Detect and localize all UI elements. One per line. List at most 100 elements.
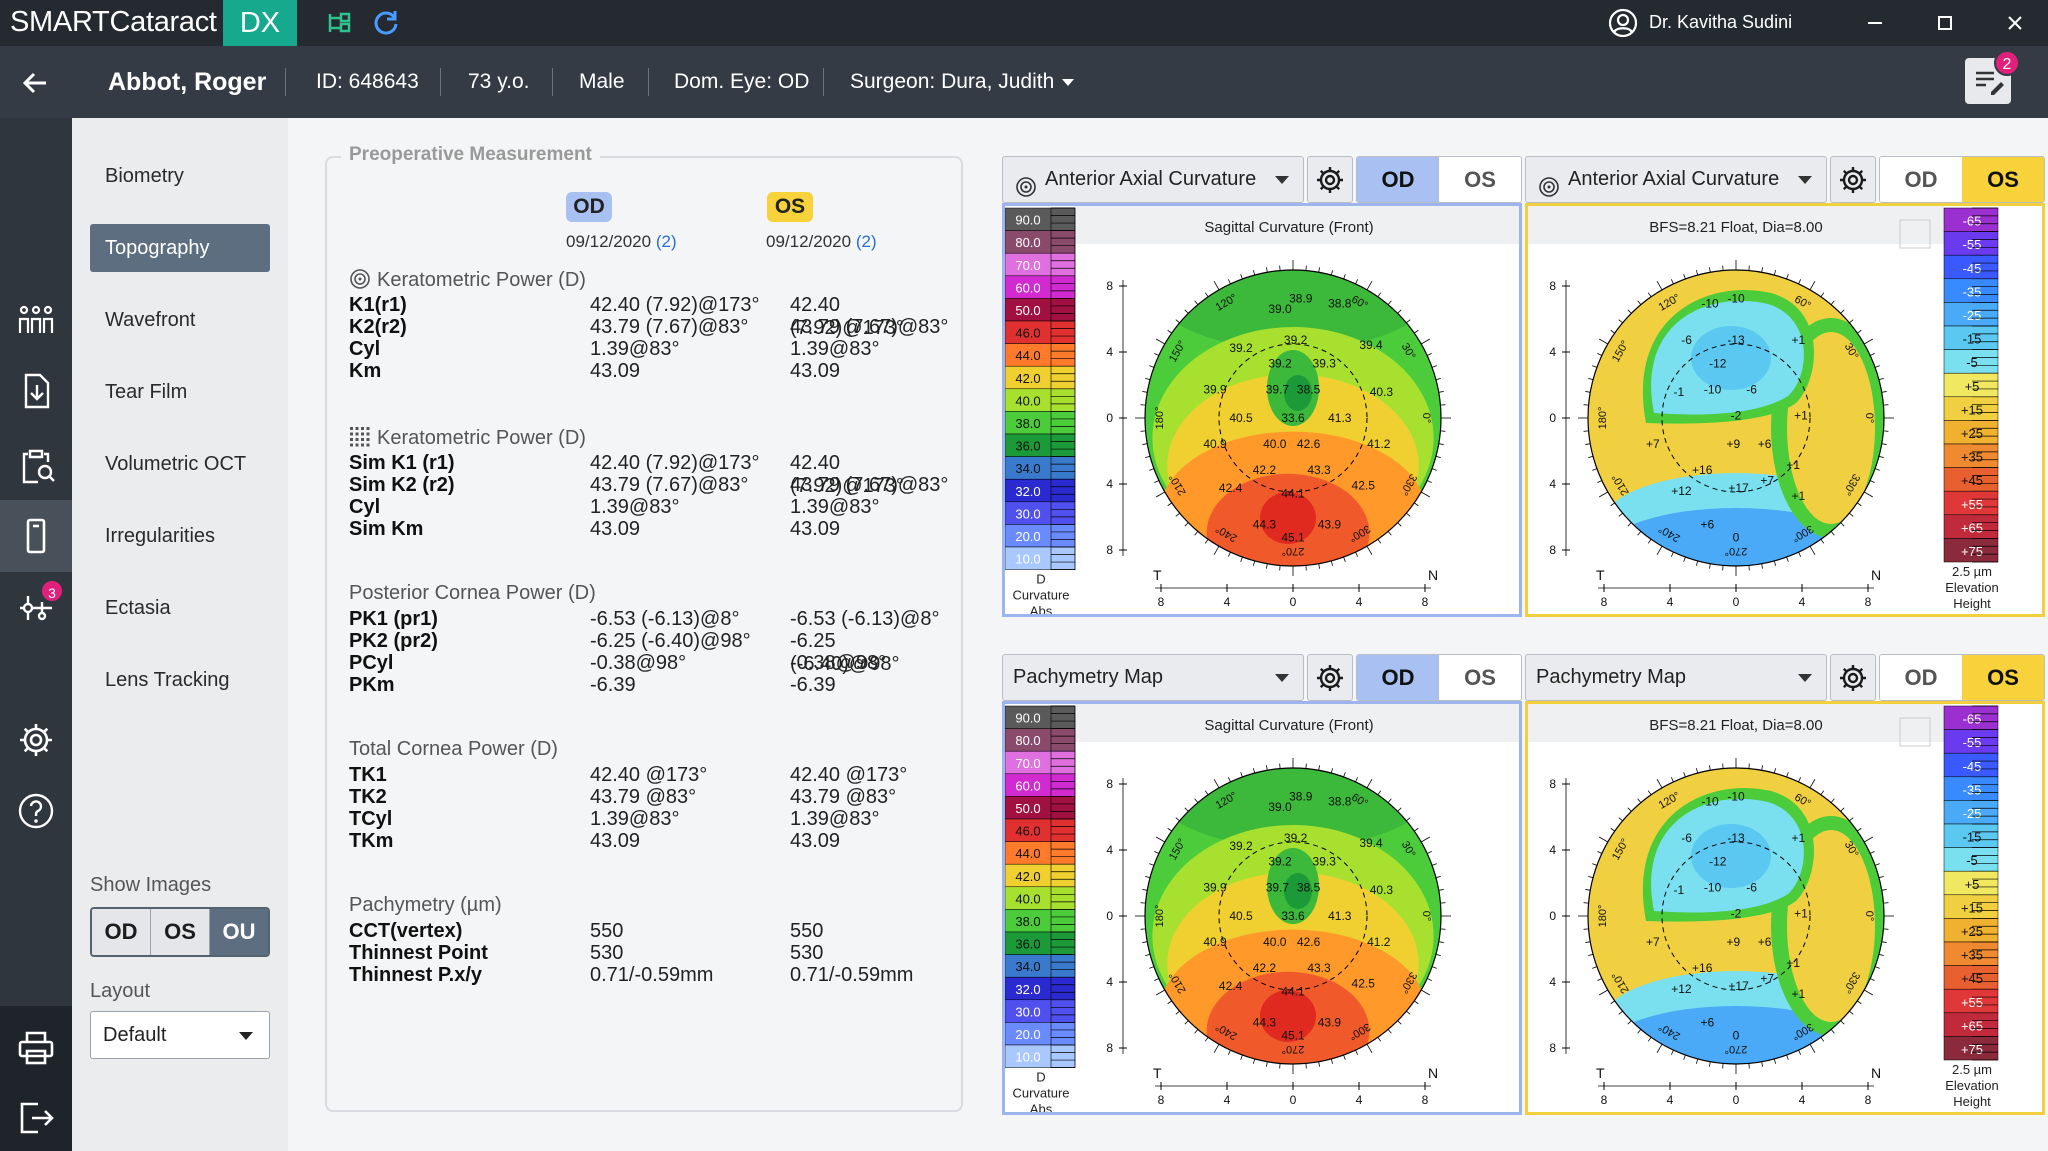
notes-button[interactable]: 2 xyxy=(1965,50,2020,104)
topography-map[interactable]: BFS=8.21 Float, Dia=8.00 -65 -55 -45 -35 -25 -… xyxy=(1525,203,2045,617)
user-avatar-icon[interactable] xyxy=(1608,8,1638,43)
nav-logout[interactable] xyxy=(0,1087,72,1149)
map-type-select[interactable]: Anterior Axial Curvature xyxy=(1525,156,1827,203)
nav-import[interactable] xyxy=(0,360,72,422)
x-tick-label: 4 xyxy=(1356,1093,1363,1107)
x-tick-label: 4 xyxy=(1799,595,1806,609)
menu-item-irregularities[interactable]: Irregularities xyxy=(105,525,216,547)
map-value: -12 xyxy=(1709,854,1727,868)
x-tick-label: 8 xyxy=(1422,1093,1429,1107)
surgeon-label: Surgeon: Dura, Judith xyxy=(850,70,1055,93)
eye-toggle-od[interactable]: OD xyxy=(1357,655,1439,700)
eye-toggle-os[interactable]: OS xyxy=(1962,655,2044,700)
map-settings-button[interactable] xyxy=(1307,654,1353,701)
measurement-row: PCyl -0.38@98° -0.38@98° xyxy=(349,652,949,680)
scale-label: -5 xyxy=(1966,853,1978,868)
show-images-os[interactable]: OS xyxy=(151,909,210,955)
topography-map[interactable]: Sagittal Curvature (Front) 90.0 80.0 70.0 60… xyxy=(1002,203,1522,617)
map-value: 39.2 xyxy=(1268,854,1292,868)
measurement-row: Sim K1 (r1) 42.40 (7.92)@173° 42.40 (7.92)… xyxy=(349,452,949,497)
os-value: 1.39@83° xyxy=(790,496,880,518)
target-icon xyxy=(1015,170,1037,197)
menu-item-ectasia[interactable]: Ectasia xyxy=(105,597,171,619)
nav-settings[interactable] xyxy=(0,709,72,771)
show-images-od[interactable]: OD xyxy=(92,909,151,955)
scale-label: -45 xyxy=(1963,261,1982,276)
eye-toggle-od[interactable]: OD xyxy=(1357,157,1439,202)
map-type-select[interactable]: Pachymetry Map xyxy=(1002,654,1304,701)
map-value: 41.3 xyxy=(1328,411,1352,425)
back-arrow-icon[interactable] xyxy=(20,68,50,103)
zone-ring xyxy=(1661,841,1811,991)
x-tick-label: 4 xyxy=(1667,595,1674,609)
map-type-label: Anterior Axial Curvature xyxy=(1045,168,1257,190)
map-settings-button[interactable] xyxy=(1830,654,1876,701)
map-value: -6 xyxy=(1746,880,1757,894)
map-type-select[interactable]: Anterior Axial Curvature xyxy=(1002,156,1304,203)
map-value: +1 xyxy=(1792,333,1806,347)
map-settings-button[interactable] xyxy=(1830,156,1876,203)
scale-label: 50.0 xyxy=(1015,303,1040,318)
map-value: +6 xyxy=(1701,1016,1715,1030)
nav-patients[interactable] xyxy=(0,290,72,352)
scale-label: +35 xyxy=(1961,450,1983,465)
map-value: 42.6 xyxy=(1297,437,1321,451)
eye-toggle-os[interactable]: OS xyxy=(1439,157,1521,202)
map-type-select[interactable]: Pachymetry Map xyxy=(1525,654,1827,701)
scale-label: +25 xyxy=(1961,426,1983,441)
nav-device[interactable] xyxy=(0,500,72,572)
scale-label: 32.0 xyxy=(1015,484,1040,499)
tree-structure-icon[interactable] xyxy=(325,8,355,38)
eye-toggle-os[interactable]: OS xyxy=(1962,157,2044,202)
od-count-link[interactable]: (2) xyxy=(655,232,677,251)
map-value: -1 xyxy=(1673,385,1684,399)
od-date-text: 09/12/2020 xyxy=(566,232,652,251)
refresh-icon[interactable] xyxy=(371,8,401,38)
os-value: 0.71/-0.59mm xyxy=(790,964,914,986)
scale-footer: Height xyxy=(1953,596,1991,611)
nav-help[interactable] xyxy=(0,780,72,842)
topography-map[interactable]: BFS=8.21 Float, Dia=8.00 -65 -55 -45 -35 -25 -… xyxy=(1525,701,2045,1115)
scale-footer: Curvature xyxy=(1012,588,1069,603)
measurement-row: PKm -6.39 -6.39 xyxy=(349,674,949,702)
layout-select[interactable]: Default xyxy=(90,1011,270,1059)
eye-toggle-od[interactable]: OD xyxy=(1880,655,1962,700)
os-badge: OS xyxy=(767,192,813,222)
section-title-text: Keratometric Power (D) xyxy=(377,427,586,449)
show-images-ou[interactable]: OU xyxy=(210,909,268,955)
menu-item-lens-tracking[interactable]: Lens Tracking xyxy=(105,669,230,691)
maximize-icon[interactable] xyxy=(1930,8,1960,38)
map-value: 39.7 xyxy=(1266,382,1290,396)
scale-label: 34.0 xyxy=(1015,959,1040,974)
measurement-label: Sim K1 (r1) xyxy=(349,452,455,474)
scale-label: 60.0 xyxy=(1015,280,1040,295)
menu-item-biometry[interactable]: Biometry xyxy=(105,165,184,187)
os-count-link[interactable]: (2) xyxy=(855,232,877,251)
user-name[interactable]: Dr. Kavitha Sudini xyxy=(1649,12,1793,32)
angle-label: 180° xyxy=(1597,407,1609,430)
map-value: +9 xyxy=(1727,437,1741,451)
map-settings-button[interactable] xyxy=(1307,156,1353,203)
menu-item-topography[interactable]: Topography xyxy=(90,224,270,272)
map-value: 42.4 xyxy=(1219,481,1243,495)
y-tick-label: 4 xyxy=(1549,975,1556,989)
patient-bar: Abbot, Roger ID: 648643 73 y.o. Male Dom… xyxy=(0,46,2048,118)
measurement-label: PCyl xyxy=(349,652,394,674)
nav-adjustments[interactable]: 3 xyxy=(0,575,72,637)
close-icon[interactable] xyxy=(2000,8,2030,38)
nav-print[interactable] xyxy=(0,1017,72,1079)
nav-clipboard[interactable] xyxy=(0,434,72,496)
measurement-row: K2(r2) 43.79 (7.67)@83° 43.79 (7.67)@83° xyxy=(349,316,949,344)
menu-item-volumetric-oct[interactable]: Volumetric OCT xyxy=(105,453,247,475)
minimize-icon[interactable] xyxy=(1860,8,1890,38)
measurement-row: Km 43.09 43.09 xyxy=(349,360,949,388)
surgeon-dropdown[interactable]: Surgeon: Dura, Judith xyxy=(850,70,1075,94)
scale-swatch xyxy=(1943,1036,1999,1061)
scale-label: 42.0 xyxy=(1015,869,1040,884)
eye-toggle-os[interactable]: OS xyxy=(1439,655,1521,700)
topography-map[interactable]: Sagittal Curvature (Front) 90.0 80.0 70.0 60… xyxy=(1002,701,1522,1115)
chevron-down-icon xyxy=(1798,176,1812,184)
menu-item-wavefront[interactable]: Wavefront xyxy=(105,309,196,331)
menu-item-tear-film[interactable]: Tear Film xyxy=(105,381,188,403)
eye-toggle-od[interactable]: OD xyxy=(1880,157,1962,202)
